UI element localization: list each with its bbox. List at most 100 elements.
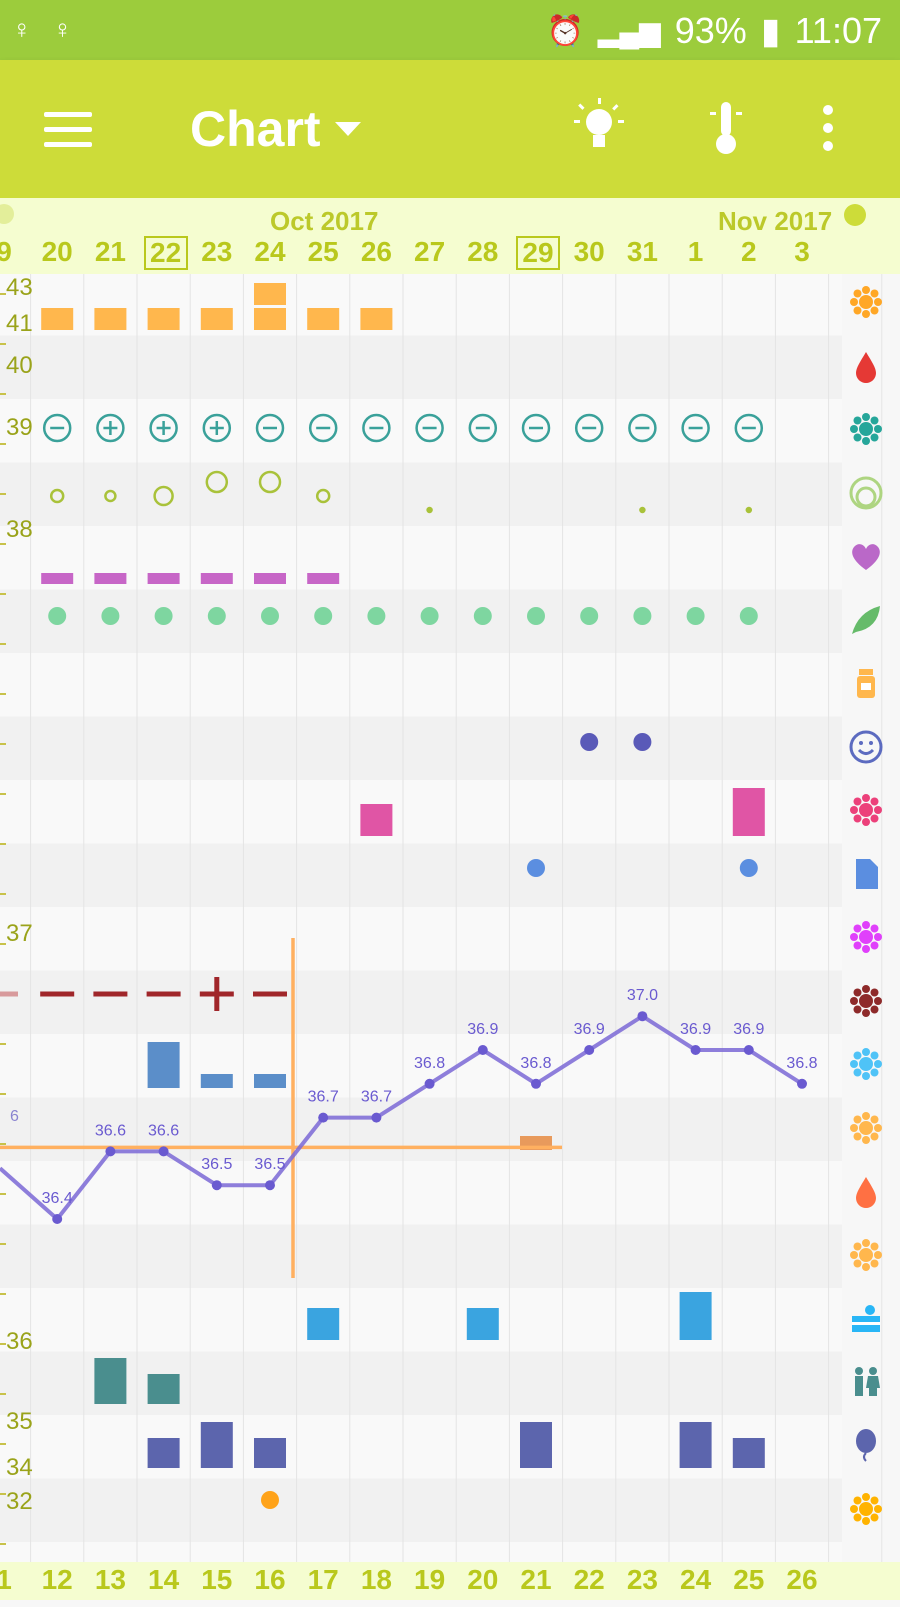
leaf-dot: [633, 607, 652, 625]
blood-drop-icon[interactable]: [848, 348, 884, 384]
leaf-dot: [154, 607, 173, 625]
date-header-day[interactable]: 23: [201, 236, 233, 267]
date-header-day[interactable]: 1: [687, 236, 704, 267]
cycle-chart[interactable]: 36.4 36.6 36.6 36.5 36.5 36.7 36.7 36.8 36.9 36.8…: [0, 274, 900, 1564]
date-header-day[interactable]: 3: [794, 236, 810, 267]
sex-bar: [41, 573, 74, 584]
cervix-icon[interactable]: [848, 475, 884, 511]
date-header-day[interactable]: 26: [360, 236, 392, 267]
mushroom-icon[interactable]: [848, 1237, 884, 1273]
more-vert-icon[interactable]: [820, 104, 836, 152]
temperature-point: [52, 1214, 63, 1224]
scale-label: 38: [6, 516, 33, 543]
pill-bottle-icon[interactable]: [848, 665, 884, 701]
alert-dot: [261, 1491, 279, 1509]
date-header-day[interactable]: 22: [143, 236, 188, 270]
temperature-point: [743, 1045, 754, 1055]
alarm-icon: ⏰: [546, 14, 584, 48]
cervix-marker: [426, 506, 433, 514]
date-header-day[interactable]: 31: [626, 236, 658, 267]
scale-label: 43: [6, 274, 33, 301]
heart-icon[interactable]: [848, 538, 884, 574]
month-label: Oct 2017: [270, 206, 379, 236]
drop-icon[interactable]: [848, 1173, 884, 1209]
date-header-day[interactable]: 25: [307, 236, 339, 267]
mucus-marker: [681, 413, 710, 443]
leaf-dot: [527, 607, 545, 625]
date-header-day[interactable]: 27: [414, 236, 446, 267]
thermometer-icon[interactable]: [706, 98, 746, 158]
flower-icon[interactable]: [848, 284, 884, 320]
row-band: [0, 1478, 842, 1542]
cake-icon[interactable]: [848, 1300, 884, 1336]
cervix-marker: [258, 470, 282, 494]
splash-icon[interactable]: [848, 411, 884, 447]
temperature-label: 36.9: [467, 1021, 498, 1038]
month-label: Nov 2017: [718, 206, 833, 236]
breast-icon[interactable]: [848, 1110, 884, 1146]
cycle-day-label: 1: [0, 1564, 12, 1595]
temperature-point: [211, 1180, 222, 1191]
scale-label: 34: [6, 1454, 33, 1481]
temperature-label: 36.4: [42, 1190, 73, 1207]
scroll-right-dot[interactable]: [844, 204, 866, 226]
mood-dot: [580, 733, 599, 751]
temperature-label: 37.0: [627, 987, 658, 1004]
temperature-label: 36.8: [786, 1055, 817, 1072]
balloon-bar: [732, 1438, 765, 1468]
temperature-point: [424, 1078, 435, 1089]
date-header-day[interactable]: 2: [741, 236, 757, 267]
balloon-icon[interactable]: [848, 1427, 884, 1463]
chevron-down-icon[interactable]: [335, 122, 361, 136]
note-dot: [527, 859, 545, 877]
temperature-point: [318, 1112, 329, 1123]
balloon-bar: [200, 1422, 233, 1468]
cycle-day-label: 22: [573, 1564, 605, 1595]
page-title[interactable]: Chart: [190, 101, 321, 157]
date-header-day[interactable]: 9: [0, 236, 12, 267]
flower-alert-icon[interactable]: [848, 1491, 884, 1527]
date-header-day[interactable]: 20: [41, 236, 73, 267]
cervix-marker: [315, 488, 331, 504]
scroll-left-dot[interactable]: [0, 204, 14, 224]
lightbulb-icon[interactable]: [572, 98, 626, 158]
row-band: [0, 716, 842, 780]
pregnancy-test-icon[interactable]: [848, 919, 884, 955]
temperature-point: [265, 1180, 275, 1191]
balloon-bar: [520, 1422, 552, 1468]
cervix-marker: [745, 506, 753, 514]
status-right: ⏰ ▂▄▆ 93% ▮ 11:07: [546, 10, 882, 52]
sparkle-icon[interactable]: [848, 1046, 884, 1082]
couple-icon[interactable]: [848, 1364, 884, 1400]
flower-check-icon[interactable]: [848, 983, 884, 1019]
cycle-day-footer: 1 12 13 14 15 16 17 18 19 20 21 22 23 24 25 26: [0, 1562, 900, 1600]
cake-bar: [679, 1292, 712, 1340]
menu-icon[interactable]: [44, 112, 94, 148]
date-header-day[interactable]: 24: [254, 236, 286, 267]
row-band: [0, 274, 842, 336]
scale-label: 37: [6, 920, 33, 947]
temperature-label: 36.5: [201, 1156, 232, 1173]
row-band: [0, 399, 842, 463]
leaf-icon[interactable]: [848, 602, 884, 638]
date-header-day[interactable]: 29: [516, 236, 560, 270]
pain-icon[interactable]: [848, 792, 884, 828]
mucus-marker: [42, 413, 72, 443]
cycle-day-label: 20: [467, 1564, 499, 1595]
document-icon[interactable]: [848, 856, 884, 892]
mucus-marker: [628, 413, 657, 443]
mood-dot: [633, 733, 652, 751]
mucus-marker: [149, 413, 178, 443]
temperature-label: 36.5: [254, 1156, 285, 1173]
temperature-label: 36.9: [574, 1021, 605, 1038]
date-header-day[interactable]: 21: [94, 236, 126, 267]
scale-label: 40: [6, 352, 33, 379]
date-header-day[interactable]: 30: [573, 236, 605, 267]
row-band: [0, 462, 842, 526]
date-header-day[interactable]: 28: [467, 236, 499, 267]
status-left-icons: ♀ ♀: [12, 14, 72, 45]
app-bar: Chart: [0, 60, 900, 198]
scale-label: 36: [6, 1328, 33, 1355]
smiley-icon[interactable]: [848, 729, 884, 765]
mucus-marker: [468, 413, 498, 443]
